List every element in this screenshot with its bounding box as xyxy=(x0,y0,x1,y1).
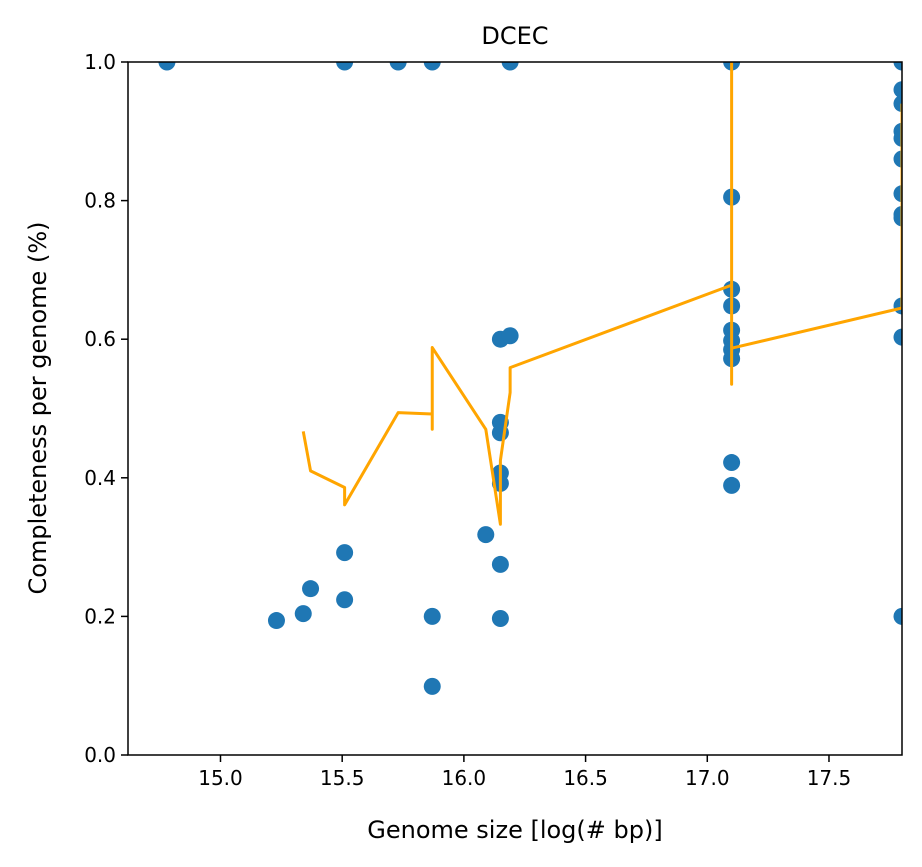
data-point xyxy=(477,526,495,544)
data-point xyxy=(491,609,509,627)
data-point xyxy=(423,677,441,695)
data-point xyxy=(893,150,902,168)
data-point xyxy=(893,328,902,346)
x-tick-label: 15.5 xyxy=(320,766,365,790)
data-point xyxy=(893,607,902,625)
data-point xyxy=(336,544,354,562)
y-tick-label: 0.2 xyxy=(84,604,116,628)
x-axis-label: Genome size [log(# bp)] xyxy=(367,816,662,844)
data-point xyxy=(893,81,902,99)
x-tick-label: 16.5 xyxy=(563,766,608,790)
chart-title: DCEC xyxy=(481,22,548,50)
data-point xyxy=(336,591,354,609)
data-point xyxy=(423,607,441,625)
y-tick-label: 0.8 xyxy=(84,189,116,213)
data-point xyxy=(294,605,312,623)
y-tick-label: 0.0 xyxy=(84,743,116,767)
x-axis: 15.0 15.5 16.0 16.5 17.0 17.5 xyxy=(198,755,851,790)
data-point xyxy=(423,62,441,71)
y-tick-label: 1.0 xyxy=(84,50,116,74)
data-point xyxy=(501,327,519,345)
data-point xyxy=(723,476,741,494)
chart-marks xyxy=(158,62,902,695)
x-tick-label: 17.5 xyxy=(807,766,852,790)
data-point xyxy=(389,62,407,71)
data-point xyxy=(893,129,902,147)
data-point xyxy=(491,555,509,573)
data-point xyxy=(336,62,354,71)
y-axis: 0.0 0.2 0.4 0.6 0.8 1.0 xyxy=(84,50,128,767)
plot-area xyxy=(127,61,903,756)
data-point xyxy=(158,62,176,71)
x-tick-label: 17.0 xyxy=(685,766,730,790)
y-axis-label: Completeness per genome (%) xyxy=(24,222,52,595)
trend-line xyxy=(301,62,902,526)
data-point xyxy=(302,580,320,598)
data-point xyxy=(267,612,285,630)
data-point xyxy=(893,62,902,71)
plot-frame xyxy=(127,61,903,756)
data-point xyxy=(893,209,902,227)
y-tick-label: 0.4 xyxy=(84,466,116,490)
x-tick-label: 15.0 xyxy=(198,766,243,790)
data-point xyxy=(723,454,741,472)
data-point xyxy=(893,185,902,203)
data-point xyxy=(501,62,519,71)
x-tick-label: 16.0 xyxy=(442,766,487,790)
y-tick-label: 0.6 xyxy=(84,327,116,351)
data-point xyxy=(893,95,902,113)
